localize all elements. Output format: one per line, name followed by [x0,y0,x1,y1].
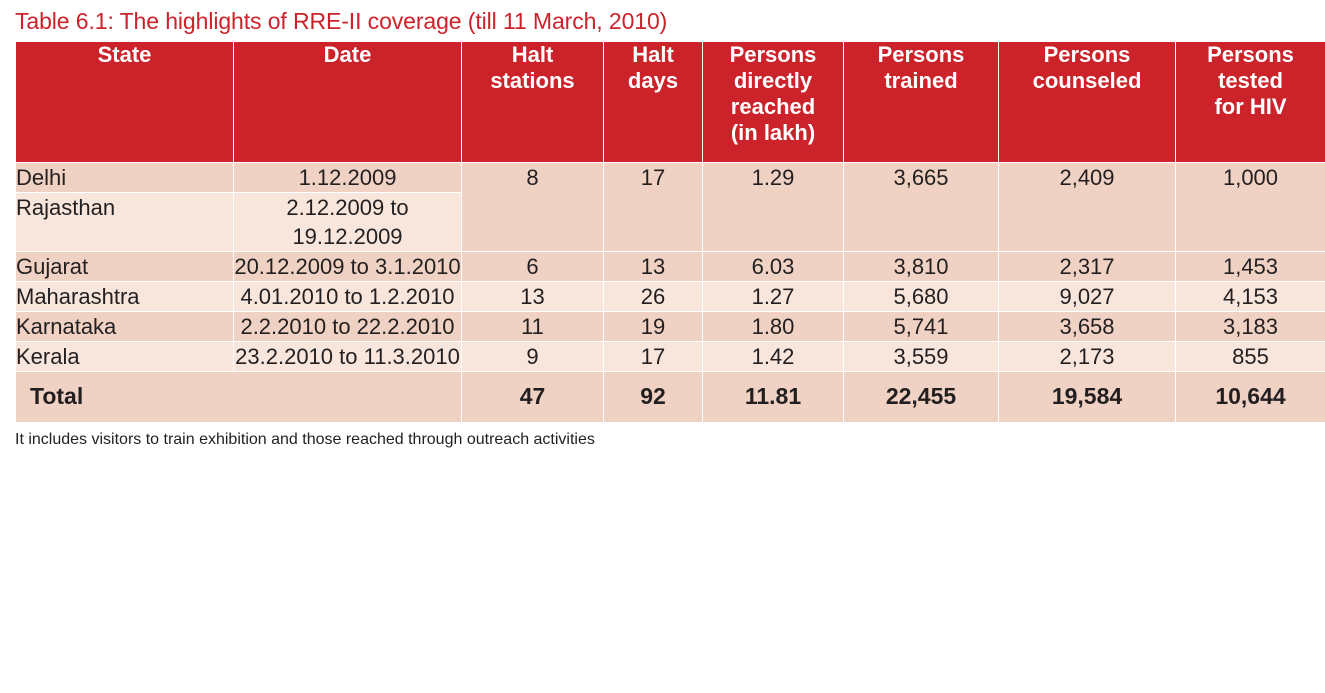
table-body: Delhi 1.12.2009 8 17 1.29 3,665 2,409 1,… [15,162,1325,423]
cell-persons-counseled: 2,173 [998,341,1176,372]
column-header-persons-directly-reached: Persons directly reached (in lakh) [702,41,844,163]
cell-persons-reached: 6.03 [702,251,844,282]
cell-persons-reached: 1.42 [702,341,844,372]
table-row: Maharashtra 4.01.2010 to 1.2.2010 13 26 … [15,281,1325,312]
cell-state: Rajasthan [15,192,234,252]
cell-total-halt-days: 92 [603,371,703,423]
cell-date: 23.2.2010 to 11.3.2010 [233,341,462,372]
table-row: Delhi 1.12.2009 8 17 1.29 3,665 2,409 1,… [15,162,1325,252]
cell-state: Maharashtra [15,281,234,312]
column-header-halt-days: Halt days [603,41,703,163]
table-header: State Date Halt stations Halt days Perso… [15,41,1325,163]
cell-total-persons-tested: 10,644 [1175,371,1325,423]
cell-total-persons-reached: 11.81 [702,371,844,423]
cell-persons-tested: 1,453 [1175,251,1325,282]
table-row: Gujarat 20.12.2009 to 3.1.2010 6 13 6.03… [15,251,1325,282]
cell-persons-counseled: 3,658 [998,311,1176,342]
cell-persons-tested: 4,153 [1175,281,1325,312]
cell-total-persons-trained: 22,455 [843,371,999,423]
cell-persons-reached: 1.80 [702,311,844,342]
cell-halt-days: 13 [603,251,703,282]
column-header-persons-trained: Persons trained [843,41,999,163]
cell-halt-stations: 8 [461,162,604,252]
cell-date: 4.01.2010 to 1.2.2010 [233,281,462,312]
cell-state: Gujarat [15,251,234,282]
column-header-persons-counseled: Persons counseled [998,41,1176,163]
cell-halt-days: 17 [603,162,703,252]
cell-total-persons-counseled: 19,584 [998,371,1176,423]
cell-halt-days: 19 [603,311,703,342]
cell-state: Delhi [15,162,234,193]
cell-halt-days: 17 [603,341,703,372]
table-caption: Table 6.1: The highlights of RRE-II cove… [15,8,668,34]
header-row: State Date Halt stations Halt days Perso… [15,41,1325,163]
cell-persons-counseled: 9,027 [998,281,1176,312]
cell-halt-stations: 11 [461,311,604,342]
column-header-persons-tested-for-hiv: Persons tested for HIV [1175,41,1325,163]
cell-persons-trained: 5,680 [843,281,999,312]
table-row: Rajasthan 2.12.2009 to 19.12.2009 [15,192,1325,252]
cell-total-label: Total [15,371,462,423]
rre-coverage-table: State Date Halt stations Halt days Perso… [15,41,1325,423]
table-row: Kerala 23.2.2010 to 11.3.2010 9 17 1.42 … [15,341,1325,372]
cell-halt-stations: 13 [461,281,604,312]
cell-date: 20.12.2009 to 3.1.2010 [233,251,462,282]
cell-persons-trained: 3,810 [843,251,999,282]
cell-persons-tested: 855 [1175,341,1325,372]
cell-persons-tested: 3,183 [1175,311,1325,342]
cell-persons-reached: 1.29 [702,162,844,252]
cell-date: 2.12.2009 to 19.12.2009 [233,192,462,252]
cell-date: 1.12.2009 [233,162,462,193]
cell-state: Kerala [15,341,234,372]
cell-persons-reached: 1.27 [702,281,844,312]
cell-persons-trained: 3,665 [843,162,999,252]
table-row: Karnataka 2.2.2010 to 22.2.2010 11 19 1.… [15,311,1325,342]
column-header-state: State [15,41,234,163]
cell-persons-tested: 1,000 [1175,162,1325,252]
column-header-halt-stations: Halt stations [461,41,604,163]
cell-persons-trained: 5,741 [843,311,999,342]
cell-persons-trained: 3,559 [843,341,999,372]
cell-state: Karnataka [15,311,234,342]
cell-date: 2.2.2010 to 22.2.2010 [233,311,462,342]
table-footnote: It includes visitors to train exhibition… [15,431,595,448]
table-total-row: Total 47 92 11.81 22,455 19,584 10,644 [15,371,1325,423]
cell-total-halt-stations: 47 [461,371,604,423]
cell-halt-days: 26 [603,281,703,312]
column-header-date: Date [233,41,462,163]
cell-persons-counseled: 2,409 [998,162,1176,252]
cell-halt-stations: 9 [461,341,604,372]
cell-halt-stations: 6 [461,251,604,282]
cell-persons-counseled: 2,317 [998,251,1176,282]
